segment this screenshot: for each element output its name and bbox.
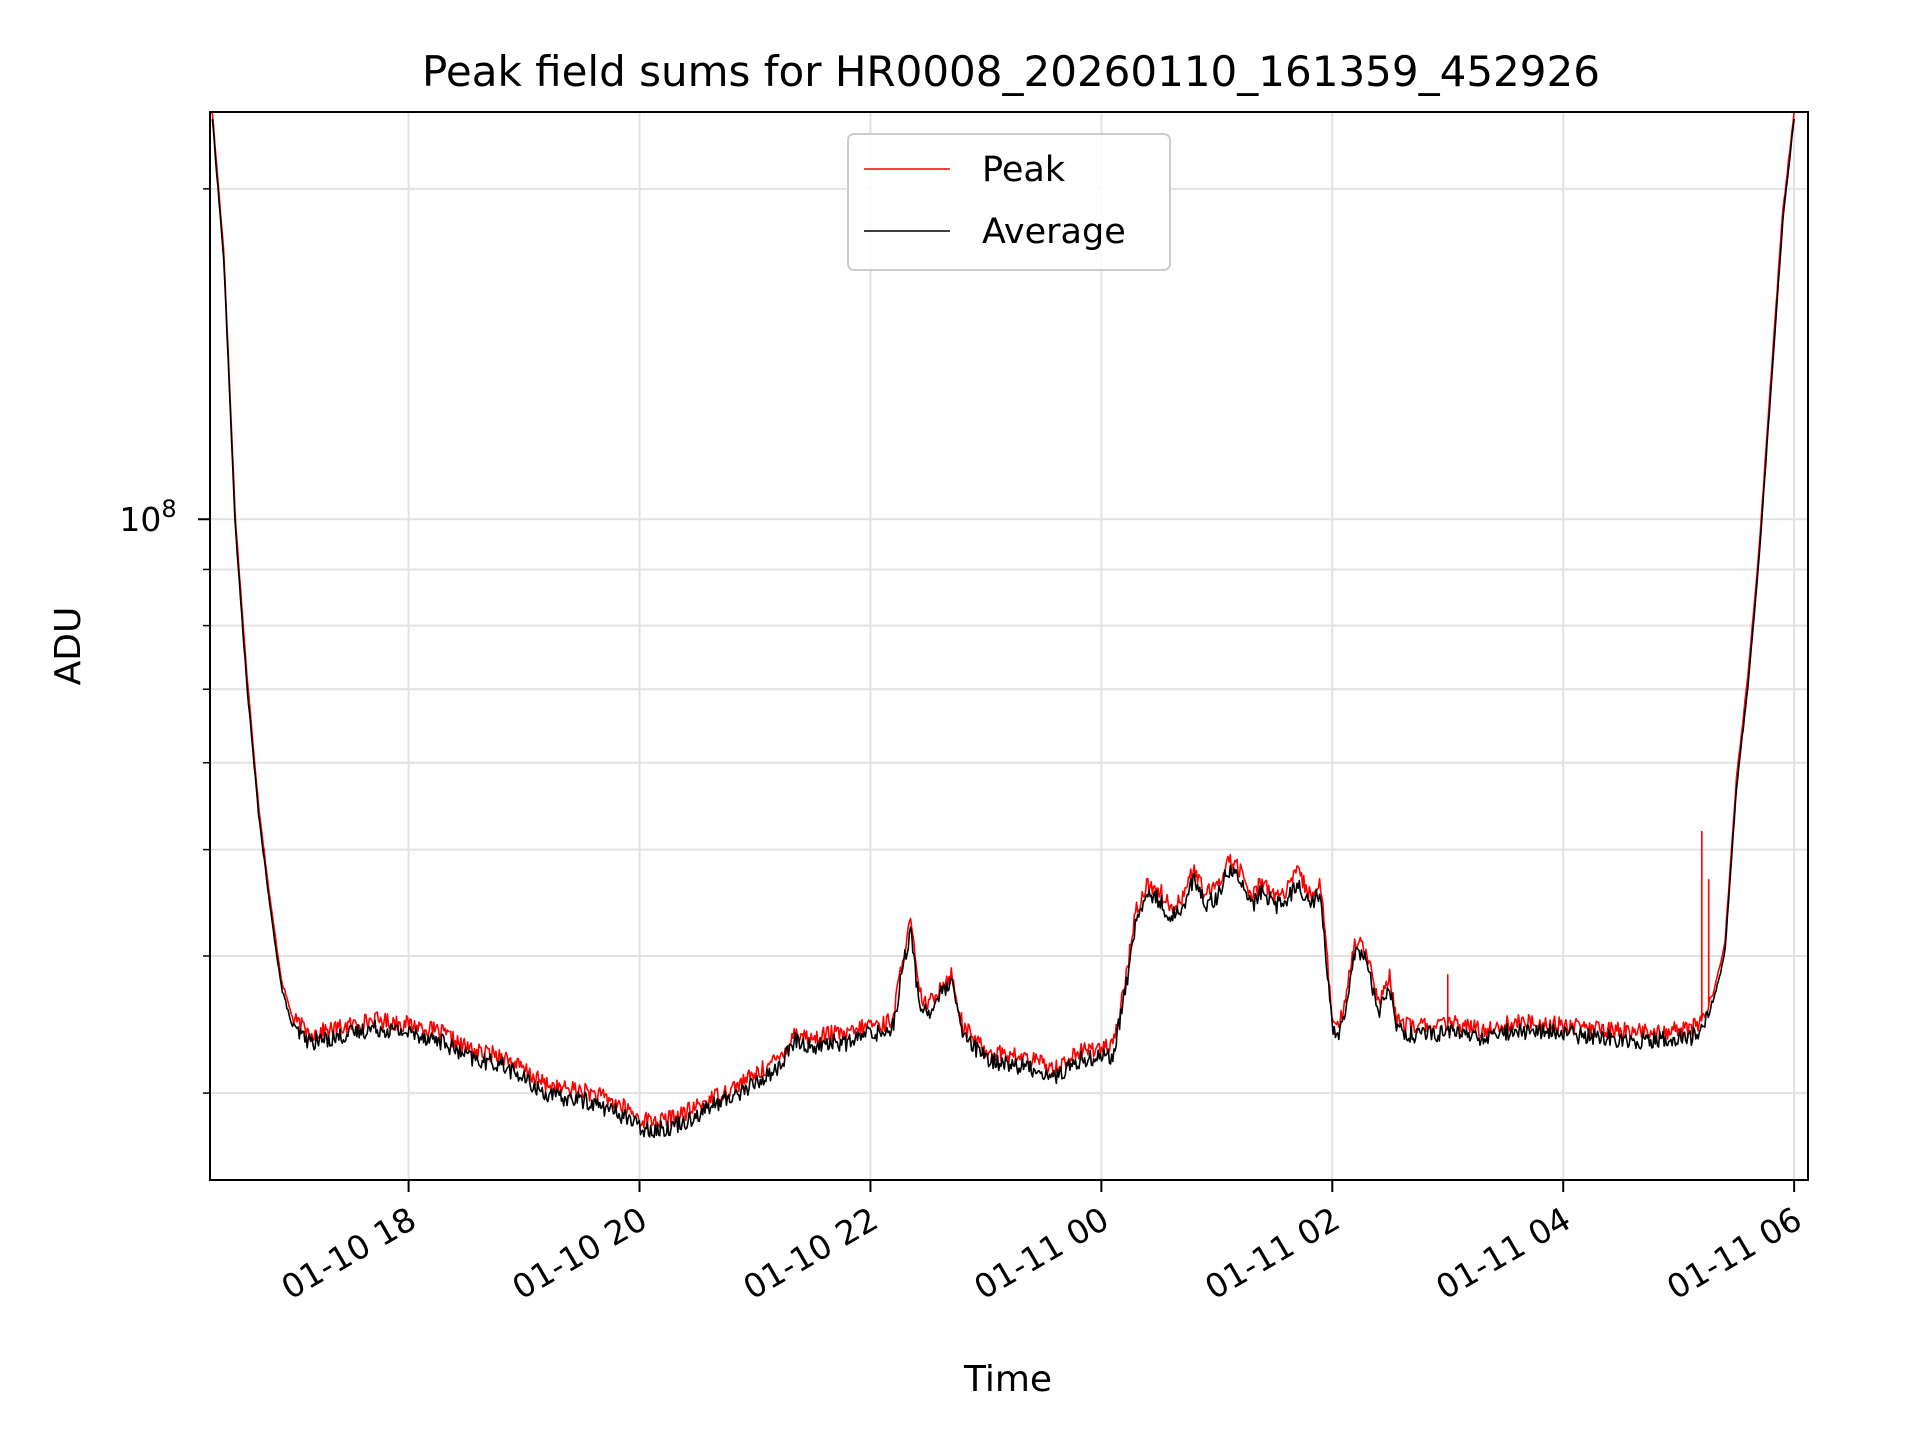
plot-frame — [209, 111, 1809, 1181]
legend-label-peak: Peak — [982, 150, 1066, 190]
chart-title: Peak field sums for HR0008_20260110_1613… — [422, 47, 1600, 96]
x-axis-label: Time — [963, 1359, 1052, 1400]
series-lines — [211, 112, 1795, 1139]
series-line-average — [211, 118, 1795, 1139]
y-axis-label: ADU — [48, 607, 89, 686]
legend-box — [847, 133, 1171, 271]
y-tick-label: 108 — [119, 495, 176, 539]
legend: Peak Average — [847, 133, 1171, 271]
series-line-peak — [211, 112, 1795, 1129]
legend-label-average: Average — [982, 212, 1126, 252]
